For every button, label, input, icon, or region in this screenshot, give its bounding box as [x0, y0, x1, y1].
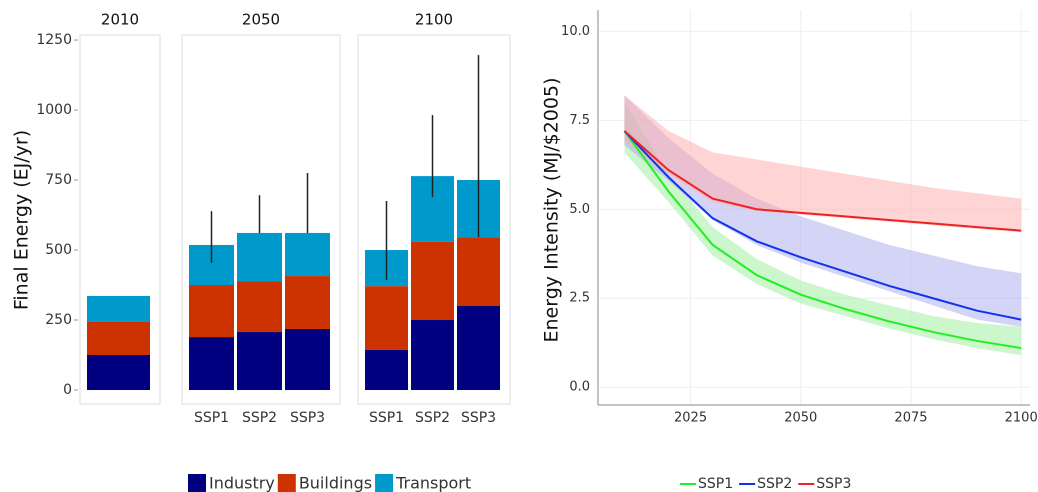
facet-title: 2100: [415, 11, 453, 29]
legend-label: Industry: [209, 474, 275, 492]
y-tick-label: 750: [45, 172, 72, 188]
bar-segment: [411, 241, 454, 321]
y-tick-label: 0: [63, 382, 72, 398]
facet-panel: [79, 34, 161, 405]
x-tick-label: SSP2: [242, 410, 277, 426]
line: [623, 130, 1022, 321]
bar-segment: [457, 237, 500, 307]
y-tick-label: 5.0: [569, 202, 590, 217]
x-tick-label: SSP1: [194, 410, 229, 426]
legend-label: Transport: [395, 474, 471, 492]
bar-segment: [365, 286, 408, 350]
y-tick-label: 500: [45, 242, 72, 258]
y-tick-label: 1000: [36, 102, 72, 118]
band: [624, 95, 1022, 327]
bar-segment: [411, 320, 454, 391]
y-axis-title: Energy Intensity (MJ/$2005): [541, 78, 563, 343]
facet-title: 2010: [101, 11, 139, 29]
facet-panel: [357, 34, 511, 405]
x-tick-label: SSP1: [369, 410, 404, 426]
y-tick-label: 1250: [36, 32, 72, 48]
facet-panel: [181, 34, 341, 405]
bar-segment: [457, 306, 500, 391]
legend-label: SSP2: [757, 476, 792, 492]
legend-swatch: [375, 474, 394, 492]
legend-label: SSP1: [698, 476, 733, 492]
bar-segment: [189, 337, 234, 391]
y-tick-label: 250: [45, 312, 72, 328]
facet-title: 2050: [242, 11, 280, 29]
y-axis-title: Final Energy (EJ/yr): [11, 130, 33, 310]
band: [624, 102, 1022, 356]
bar-segment: [237, 281, 282, 333]
line: [623, 130, 1022, 232]
bar-segment: [237, 332, 282, 391]
y-tick-label: 7.5: [569, 113, 590, 128]
legend-swatch: [277, 474, 296, 492]
bar-segment: [285, 328, 330, 391]
x-tick-label: 2050: [784, 411, 817, 426]
legend-label: Buildings: [299, 474, 372, 492]
bar-segment: [365, 349, 408, 391]
bar-segment: [87, 295, 150, 322]
legend-swatch: [188, 474, 206, 492]
line: [623, 130, 1022, 350]
bar-segment: [87, 321, 150, 356]
legend-label: SSP3: [816, 476, 851, 492]
x-tick-label: 2100: [1005, 411, 1038, 426]
bar-segment: [285, 232, 330, 277]
x-tick-label: SSP2: [415, 410, 450, 426]
bar-segment: [237, 232, 282, 282]
y-tick-label: 10.0: [561, 24, 590, 39]
x-tick-label: SSP3: [290, 410, 325, 426]
bar-segment: [87, 355, 150, 391]
y-tick-label: 0.0: [569, 380, 590, 395]
bar-segment: [285, 276, 330, 329]
x-tick-label: 2075: [894, 411, 927, 426]
band: [624, 95, 1022, 233]
x-tick-label: SSP3: [461, 410, 496, 426]
bar-segment: [189, 285, 234, 338]
y-tick-label: 2.5: [569, 291, 590, 306]
x-tick-label: 2025: [674, 411, 707, 426]
